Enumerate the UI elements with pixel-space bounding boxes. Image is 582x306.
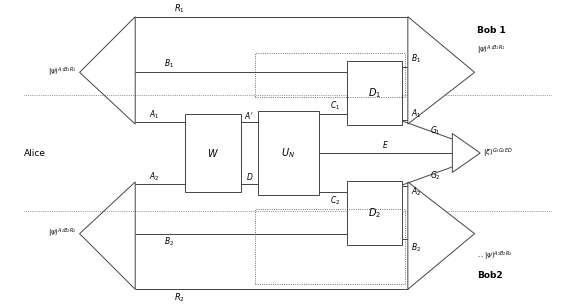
Polygon shape bbox=[408, 17, 474, 124]
Bar bbox=[185, 114, 241, 192]
Polygon shape bbox=[452, 133, 480, 173]
Polygon shape bbox=[408, 182, 474, 289]
Text: $A'$: $A'$ bbox=[244, 110, 254, 121]
Text: $R_2$: $R_2$ bbox=[174, 291, 185, 304]
Text: $E$: $E$ bbox=[382, 139, 389, 150]
Text: $U_N$: $U_N$ bbox=[281, 146, 295, 160]
Text: $A_1$: $A_1$ bbox=[150, 109, 160, 121]
Text: $B_1$: $B_1$ bbox=[164, 58, 173, 70]
Text: Bob 1: Bob 1 bbox=[477, 26, 506, 35]
Text: $G_1$: $G_1$ bbox=[430, 125, 441, 137]
Bar bbox=[255, 53, 405, 97]
Polygon shape bbox=[80, 17, 135, 124]
Polygon shape bbox=[80, 182, 135, 289]
Text: $A_2$: $A_2$ bbox=[150, 170, 160, 183]
Text: $|\psi\rangle^{A_1B_1R_1}$: $|\psi\rangle^{A_1B_1R_1}$ bbox=[48, 66, 77, 79]
Text: $C_2$: $C_2$ bbox=[331, 194, 340, 207]
Text: $|\xi\rangle^{G_1G_2ED}$: $|\xi\rangle^{G_1G_2ED}$ bbox=[483, 146, 513, 160]
Text: $B_2$: $B_2$ bbox=[164, 236, 173, 248]
Bar bbox=[347, 61, 402, 125]
Text: $A_1$: $A_1$ bbox=[411, 108, 421, 120]
Text: $|\psi\rangle^{A_2B_2R_2}$: $|\psi\rangle^{A_2B_2R_2}$ bbox=[48, 227, 77, 240]
Text: $A_2$: $A_2$ bbox=[411, 186, 421, 198]
Text: $D_1$: $D_1$ bbox=[368, 86, 381, 100]
Text: $..|\psi\rangle^{A_2B_2R_2}$: $..|\psi\rangle^{A_2B_2R_2}$ bbox=[477, 249, 513, 263]
Text: $D$: $D$ bbox=[246, 171, 253, 182]
Text: $G_2$: $G_2$ bbox=[430, 169, 441, 181]
Bar bbox=[255, 209, 405, 284]
Text: $R_1$: $R_1$ bbox=[174, 2, 185, 15]
Bar bbox=[258, 111, 319, 195]
Text: Bob2: Bob2 bbox=[477, 271, 503, 280]
Text: $C_1$: $C_1$ bbox=[331, 99, 340, 112]
Text: $B_1$: $B_1$ bbox=[411, 52, 421, 65]
Bar bbox=[347, 181, 402, 245]
Text: $D_2$: $D_2$ bbox=[368, 206, 381, 220]
Text: $W$: $W$ bbox=[207, 147, 219, 159]
Text: $B_2$: $B_2$ bbox=[411, 241, 421, 254]
Text: $|\psi\rangle^{A_1B_1R_1}$: $|\psi\rangle^{A_1B_1R_1}$ bbox=[477, 43, 506, 57]
Text: Alice: Alice bbox=[24, 148, 46, 158]
